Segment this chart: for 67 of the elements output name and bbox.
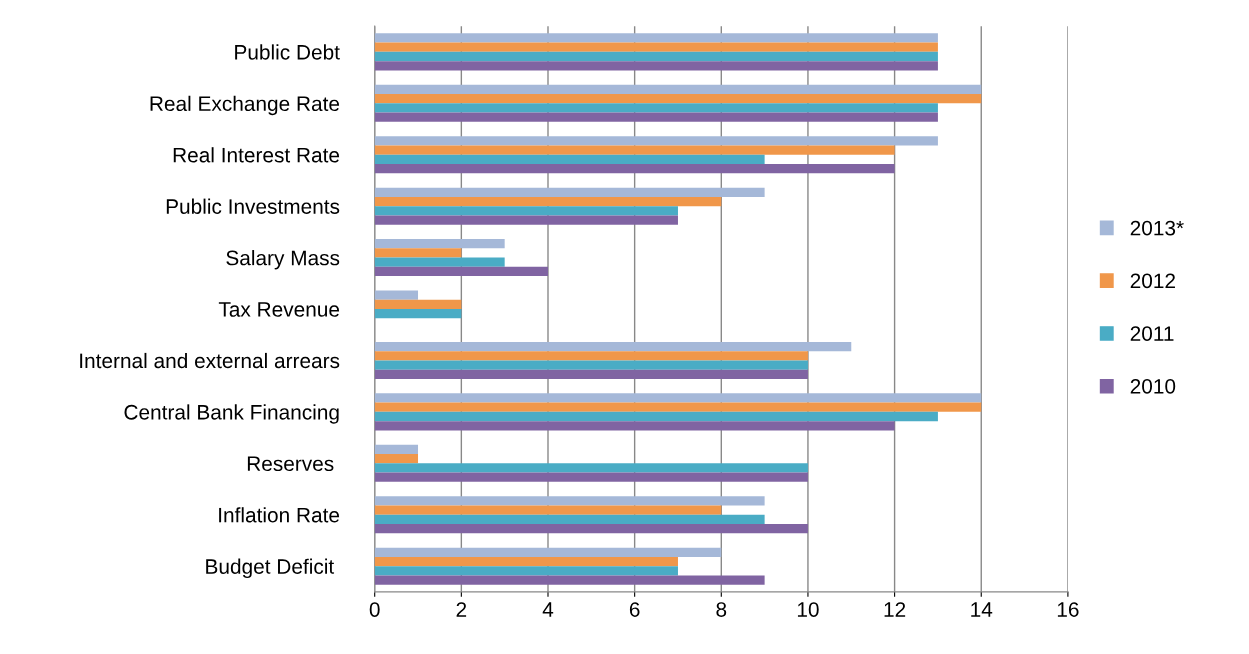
x-tick-label: 6 [629,602,640,617]
x-tick-label: 12 [884,602,906,617]
bar [374,411,938,422]
bar [374,402,982,412]
bar [374,299,462,310]
y-tick-label: Public Investments [166,198,340,214]
y-tick-label: Real Exchange Rate [150,95,340,116]
y-tick-label: Internal and external arrears [80,352,340,369]
bar [374,393,982,403]
x-tick-label: 8 [716,602,727,617]
y-tick-label: Budget Deficit [206,558,335,579]
x-tick-label: 10 [797,602,819,617]
bar [374,61,938,71]
bar [374,421,895,431]
x-tick-label: 14 [971,602,993,617]
x-tick-label: 4 [542,602,554,617]
bar [374,575,765,585]
bar [374,566,678,576]
bar [374,266,548,277]
bar [374,154,765,164]
legend-label: 2013* [1130,220,1184,236]
bar [374,523,808,534]
bar [374,496,765,506]
bar [374,33,938,43]
bar [374,163,895,174]
bar [374,84,982,95]
bar [374,112,938,122]
bar [374,215,678,225]
bar [374,145,895,155]
x-tick-label: 16 [1057,602,1079,617]
bar [374,248,462,258]
legend-label: 2011 [1130,326,1174,341]
bar [374,463,808,473]
bar [374,360,808,370]
bar [374,239,505,249]
y-tick-label: Public Debt [235,44,340,60]
bar [374,103,938,113]
bar [374,196,722,207]
bar [374,94,982,104]
bar [374,514,765,524]
y-tick-label: Tax Revenue [218,302,340,317]
y-tick-label: Central Bank Financing [124,404,339,424]
bar [374,454,419,464]
bar [374,51,938,62]
bar [374,351,808,361]
bar [374,341,852,352]
bar [374,206,678,216]
y-tick-label: Inflation Rate [219,507,340,523]
bar [374,369,808,379]
bar [374,444,419,455]
bar [374,187,765,197]
x-tick-label: 2 [456,602,467,617]
bar [374,136,938,146]
x-tick-label: 0 [369,602,380,617]
bar [374,309,462,319]
bar [374,556,678,567]
bar [374,257,505,267]
bar [374,290,419,300]
bar [374,505,722,515]
legend-label: 2012 [1130,273,1175,289]
bar [374,547,722,557]
legend-label: 2010 [1130,378,1176,394]
y-tick-label: Real Interest Rate [173,147,340,163]
y-tick-label: Salary Mass [226,250,340,270]
bar [374,472,808,482]
bar [374,42,938,52]
y-tick-label: Reserves [247,456,334,472]
